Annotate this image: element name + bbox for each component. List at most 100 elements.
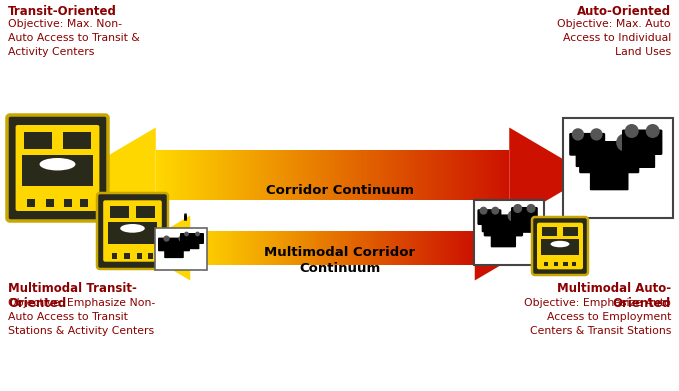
Bar xyxy=(64,199,72,207)
Bar xyxy=(185,150,187,200)
Bar xyxy=(346,150,347,200)
Bar xyxy=(429,150,430,200)
Bar xyxy=(238,150,240,200)
Bar xyxy=(405,150,407,200)
Bar xyxy=(473,231,474,265)
Bar xyxy=(306,231,307,265)
Bar xyxy=(245,231,246,265)
Bar xyxy=(327,150,328,200)
Bar xyxy=(407,150,408,200)
Bar xyxy=(301,231,302,265)
Bar xyxy=(449,231,450,265)
Bar xyxy=(216,231,217,265)
Bar xyxy=(254,231,255,265)
Bar xyxy=(168,150,170,200)
Bar xyxy=(311,150,312,200)
Bar xyxy=(347,150,348,200)
Bar xyxy=(172,150,173,200)
Bar xyxy=(411,150,413,200)
Bar xyxy=(418,150,420,200)
Circle shape xyxy=(508,210,519,222)
Bar xyxy=(259,231,261,265)
Bar xyxy=(428,231,429,265)
Bar xyxy=(363,150,365,200)
Bar xyxy=(196,150,197,200)
Bar xyxy=(366,231,367,265)
Bar xyxy=(488,150,489,200)
Bar xyxy=(351,150,352,200)
Bar xyxy=(410,231,411,265)
Bar xyxy=(208,231,209,265)
Bar xyxy=(409,231,410,265)
Bar xyxy=(282,150,283,200)
Bar xyxy=(309,150,310,200)
Bar xyxy=(208,150,210,200)
Bar xyxy=(347,231,348,265)
Bar xyxy=(466,150,467,200)
Bar xyxy=(312,231,314,265)
Bar xyxy=(380,231,381,265)
Bar xyxy=(468,150,469,200)
Bar xyxy=(348,150,349,200)
Bar xyxy=(312,150,314,200)
Bar xyxy=(263,150,264,200)
Bar xyxy=(502,150,503,200)
Bar xyxy=(437,150,439,200)
Bar xyxy=(442,150,443,200)
Bar xyxy=(466,231,467,265)
Bar xyxy=(267,231,268,265)
Bar xyxy=(157,150,158,200)
Bar xyxy=(297,231,298,265)
Bar xyxy=(474,200,544,265)
Bar xyxy=(373,231,374,265)
Bar xyxy=(317,150,318,200)
Bar xyxy=(355,231,356,265)
Bar xyxy=(235,150,236,200)
Bar xyxy=(388,150,389,200)
Bar xyxy=(541,225,579,239)
Bar xyxy=(227,150,229,200)
Bar xyxy=(385,231,386,265)
Bar xyxy=(166,150,168,200)
Bar xyxy=(158,150,160,200)
Text: Multimodal Transit-
Oriented: Multimodal Transit- Oriented xyxy=(8,282,137,310)
Bar xyxy=(437,231,438,265)
Polygon shape xyxy=(475,215,530,280)
Bar xyxy=(124,253,130,258)
Bar xyxy=(215,231,216,265)
Bar xyxy=(479,150,480,200)
Bar xyxy=(339,231,340,265)
Bar xyxy=(155,228,207,270)
FancyBboxPatch shape xyxy=(481,222,497,232)
Circle shape xyxy=(616,133,634,152)
Bar xyxy=(223,231,224,265)
Bar xyxy=(280,150,282,200)
Bar xyxy=(410,150,411,200)
Bar xyxy=(229,150,230,200)
Bar xyxy=(200,150,202,200)
Bar xyxy=(416,150,418,200)
Bar xyxy=(206,231,207,265)
Bar xyxy=(401,150,402,200)
Bar xyxy=(337,231,338,265)
Bar xyxy=(384,150,386,200)
Bar xyxy=(290,231,291,265)
Bar xyxy=(320,231,321,265)
Bar xyxy=(321,231,322,265)
Bar xyxy=(375,231,376,265)
Circle shape xyxy=(488,210,499,222)
Bar xyxy=(405,231,407,265)
Bar xyxy=(463,150,464,200)
Bar xyxy=(383,231,384,265)
Bar xyxy=(506,150,507,200)
Bar xyxy=(454,231,455,265)
Bar xyxy=(494,150,495,200)
Bar xyxy=(148,253,153,258)
Bar xyxy=(376,150,378,200)
Bar xyxy=(468,231,469,265)
Bar xyxy=(381,150,382,200)
Bar xyxy=(475,150,476,200)
Bar xyxy=(389,150,390,200)
FancyBboxPatch shape xyxy=(180,233,204,244)
Bar xyxy=(206,150,208,200)
